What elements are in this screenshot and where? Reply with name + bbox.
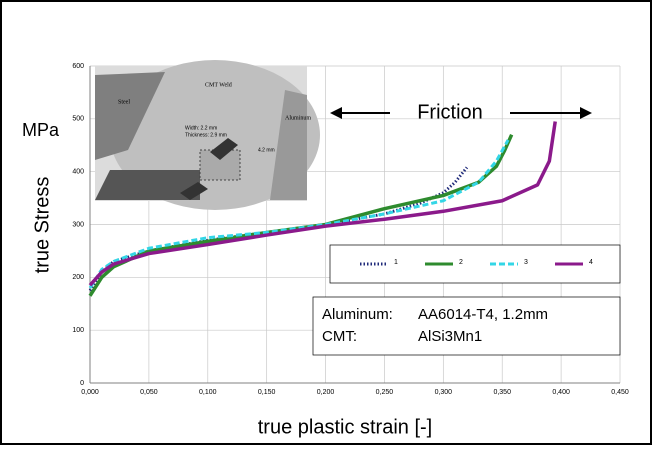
inset-label: CMT Weld bbox=[205, 82, 232, 88]
y-tick-label: 200 bbox=[72, 274, 84, 281]
x-tick-label: 0,150 bbox=[258, 389, 276, 396]
legend-label: 3 bbox=[524, 259, 528, 266]
x-tick-label: 0,350 bbox=[493, 389, 511, 396]
plot bbox=[88, 121, 557, 297]
y-tick-label: 300 bbox=[72, 221, 84, 228]
inset-label: Width: 2.2 mm bbox=[185, 125, 217, 131]
steel-bottom bbox=[95, 170, 200, 200]
inset-diagram: Steel CMT Weld Aluminum Width: 2.2 mm Th… bbox=[95, 60, 320, 210]
legend-label: 2 bbox=[459, 259, 463, 266]
y-axis-label: true Stress bbox=[31, 177, 53, 274]
inset-label: 4.2 mm bbox=[258, 147, 275, 153]
annotation-arrowhead bbox=[330, 107, 342, 119]
series-line bbox=[88, 139, 510, 289]
y-tick-label: 600 bbox=[72, 63, 84, 70]
x-tick-label: 0,100 bbox=[199, 389, 217, 396]
y-unit: MPa bbox=[22, 120, 60, 140]
x-tick-label: 0,450 bbox=[611, 389, 629, 396]
x-axis-label: true plastic strain [-] bbox=[258, 416, 433, 438]
legend-items: 1 2 3 4 bbox=[360, 259, 593, 266]
arrow-bottom bbox=[180, 182, 208, 200]
inset-label: Steel bbox=[118, 99, 130, 105]
info-value: AlSi3Mn1 bbox=[418, 328, 482, 345]
info-box bbox=[312, 296, 621, 356]
annotation-arrowhead bbox=[580, 107, 592, 119]
series-line bbox=[88, 166, 469, 292]
x-tick-label: 0,300 bbox=[435, 389, 453, 396]
legend-label: 1 bbox=[394, 259, 398, 266]
series-line bbox=[88, 121, 557, 287]
y-tick-label: 500 bbox=[72, 116, 84, 123]
y-tick-label: 400 bbox=[72, 169, 84, 176]
x-tick-label: 0,000 bbox=[81, 389, 99, 396]
arrow-top bbox=[210, 138, 238, 160]
x-tick-label: 0,400 bbox=[552, 389, 570, 396]
y-tick-label: 100 bbox=[72, 327, 84, 334]
legend-label: 4 bbox=[589, 259, 593, 266]
x-tick-label: 0,050 bbox=[140, 389, 158, 396]
info-value: AA6014-T4, 1.2mm bbox=[418, 306, 548, 323]
annotation: Friction bbox=[417, 101, 483, 123]
x-tick-label: 0,200 bbox=[317, 389, 335, 396]
steel-part bbox=[95, 72, 165, 160]
y-tick-label: 0 bbox=[80, 380, 84, 387]
x-tick-label: 0,250 bbox=[376, 389, 394, 396]
aluminum-part bbox=[270, 90, 307, 200]
info-key: CMT: bbox=[322, 328, 357, 345]
inset-label: Thickness: 2.9 mm bbox=[185, 132, 227, 138]
inset-label: Aluminum bbox=[285, 115, 311, 121]
info-key: Aluminum: bbox=[322, 306, 393, 323]
weld-box bbox=[199, 149, 241, 181]
